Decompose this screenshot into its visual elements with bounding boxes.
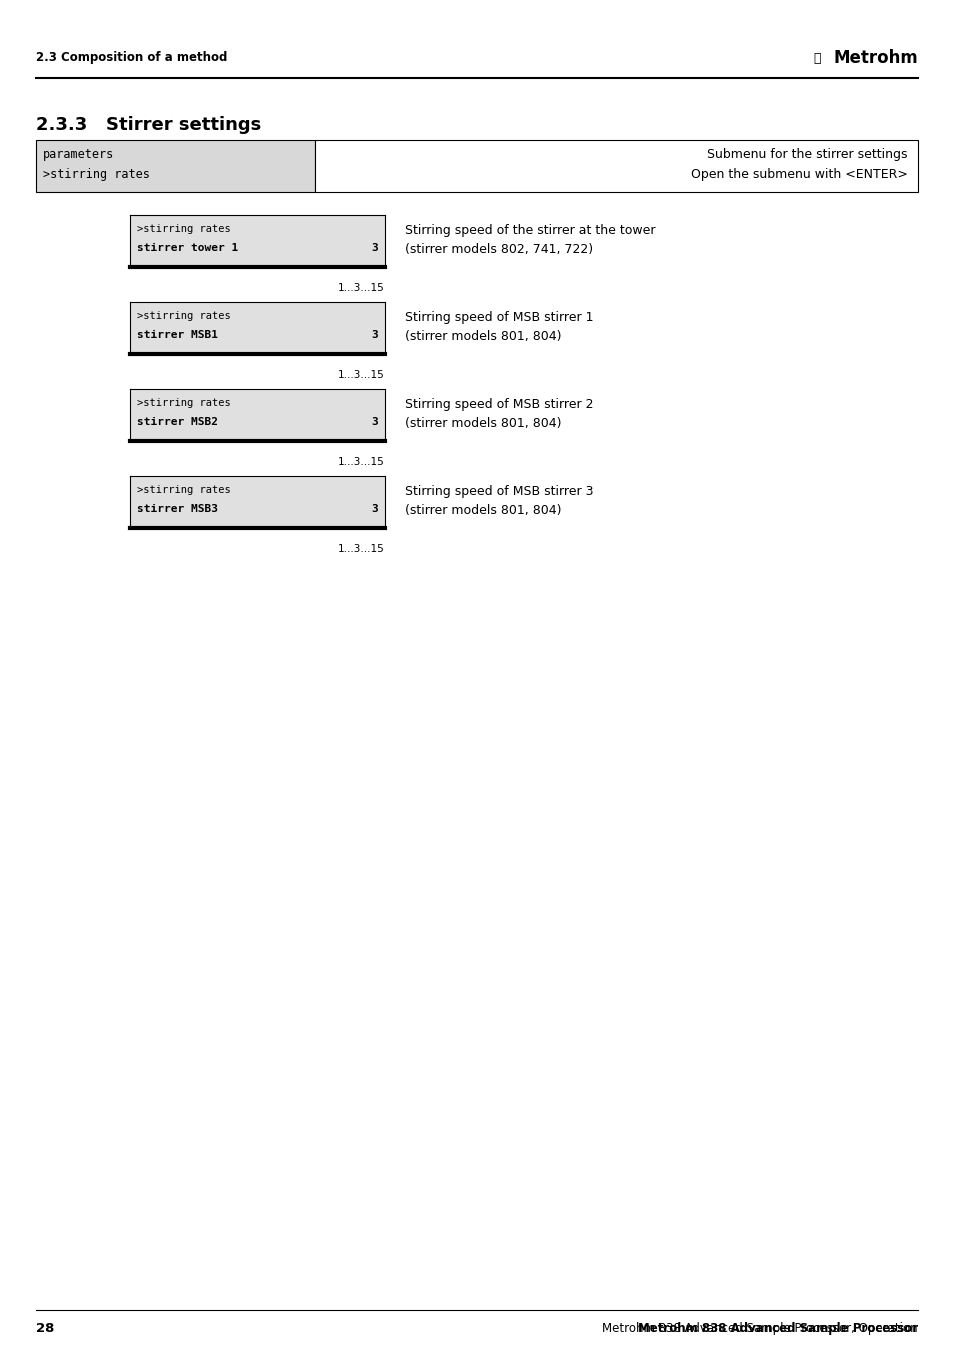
Text: Metrohm 838 Advanced Sample Processor, Operation: Metrohm 838 Advanced Sample Processor, O… xyxy=(601,1323,917,1335)
Text: stirrer MSB2: stirrer MSB2 xyxy=(137,417,218,427)
Text: 1...3...15: 1...3...15 xyxy=(338,282,385,293)
Text: Metrohm: Metrohm xyxy=(832,49,917,68)
Text: stirrer tower 1: stirrer tower 1 xyxy=(137,243,238,253)
Text: 3: 3 xyxy=(371,243,377,253)
Text: Stirring speed of MSB stirrer 3: Stirring speed of MSB stirrer 3 xyxy=(405,485,593,499)
Bar xyxy=(130,303,385,354)
Text: 28: 28 xyxy=(36,1323,54,1335)
Text: 3: 3 xyxy=(371,504,377,513)
Text: Metrohm 838 Advanced Sample Processor: Metrohm 838 Advanced Sample Processor xyxy=(638,1323,917,1335)
Text: >stirring rates: >stirring rates xyxy=(43,168,150,181)
Bar xyxy=(130,476,385,528)
Text: >stirring rates: >stirring rates xyxy=(137,399,231,408)
Text: (stirrer models 801, 804): (stirrer models 801, 804) xyxy=(405,504,561,517)
Text: 3: 3 xyxy=(371,417,377,427)
Text: ⛲: ⛲ xyxy=(812,51,820,65)
Text: >stirring rates: >stirring rates xyxy=(137,311,231,322)
Text: 3: 3 xyxy=(371,330,377,340)
Text: 2.3 Composition of a method: 2.3 Composition of a method xyxy=(36,51,227,65)
Text: Stirring speed of MSB stirrer 1: Stirring speed of MSB stirrer 1 xyxy=(405,311,593,324)
Text: 2.3.3   Stirrer settings: 2.3.3 Stirrer settings xyxy=(36,116,261,134)
Text: 1...3...15: 1...3...15 xyxy=(338,544,385,554)
Bar xyxy=(130,215,385,267)
Text: 1...3...15: 1...3...15 xyxy=(338,370,385,380)
Text: >stirring rates: >stirring rates xyxy=(137,485,231,494)
Text: Stirring speed of the stirrer at the tower: Stirring speed of the stirrer at the tow… xyxy=(405,224,655,236)
Text: stirrer MSB1: stirrer MSB1 xyxy=(137,330,218,340)
Text: Metrohm 838 Advanced Sample Processor, Operation: Metrohm 838 Advanced Sample Processor, O… xyxy=(601,1323,917,1335)
Bar xyxy=(36,141,314,192)
Text: stirrer MSB3: stirrer MSB3 xyxy=(137,504,218,513)
Text: Open the submenu with <ENTER>: Open the submenu with <ENTER> xyxy=(690,168,907,181)
Text: (stirrer models 801, 804): (stirrer models 801, 804) xyxy=(405,330,561,343)
Text: parameters: parameters xyxy=(43,149,114,161)
Text: Stirring speed of MSB stirrer 2: Stirring speed of MSB stirrer 2 xyxy=(405,399,593,411)
Text: (stirrer models 802, 741, 722): (stirrer models 802, 741, 722) xyxy=(405,243,593,255)
Text: >stirring rates: >stirring rates xyxy=(137,224,231,234)
Bar xyxy=(130,389,385,440)
Text: Submenu for the stirrer settings: Submenu for the stirrer settings xyxy=(707,149,907,161)
Bar xyxy=(314,141,917,192)
Text: (stirrer models 801, 804): (stirrer models 801, 804) xyxy=(405,417,561,430)
Text: 1...3...15: 1...3...15 xyxy=(338,457,385,467)
